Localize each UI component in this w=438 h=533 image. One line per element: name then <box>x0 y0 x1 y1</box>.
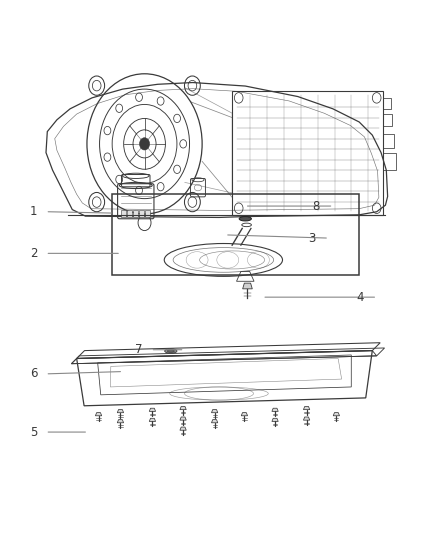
Ellipse shape <box>239 216 251 221</box>
Polygon shape <box>272 408 278 411</box>
Polygon shape <box>333 413 339 416</box>
Text: 8: 8 <box>312 199 320 213</box>
Polygon shape <box>304 407 310 410</box>
Text: 7: 7 <box>135 343 142 356</box>
Polygon shape <box>149 408 155 411</box>
Bar <box>139 210 144 217</box>
Polygon shape <box>117 419 124 423</box>
Polygon shape <box>304 417 310 420</box>
Polygon shape <box>149 418 155 422</box>
Bar <box>121 210 126 217</box>
Bar <box>145 210 149 217</box>
Polygon shape <box>95 413 102 416</box>
Polygon shape <box>272 418 278 422</box>
Polygon shape <box>212 419 218 423</box>
Text: 5: 5 <box>30 425 37 439</box>
Text: 1: 1 <box>30 205 37 218</box>
Polygon shape <box>241 413 247 416</box>
Bar <box>127 210 132 217</box>
Text: 2: 2 <box>30 247 37 260</box>
Polygon shape <box>180 427 186 430</box>
Bar <box>112 194 359 275</box>
Bar <box>133 210 138 217</box>
Ellipse shape <box>167 350 174 352</box>
Polygon shape <box>180 407 186 410</box>
Text: 6: 6 <box>30 367 37 381</box>
Polygon shape <box>180 417 186 420</box>
Polygon shape <box>117 409 124 413</box>
Ellipse shape <box>139 138 150 150</box>
Text: 3: 3 <box>308 231 315 245</box>
Polygon shape <box>243 283 252 289</box>
Polygon shape <box>212 409 218 413</box>
Text: 4: 4 <box>356 290 364 304</box>
Ellipse shape <box>165 349 177 353</box>
